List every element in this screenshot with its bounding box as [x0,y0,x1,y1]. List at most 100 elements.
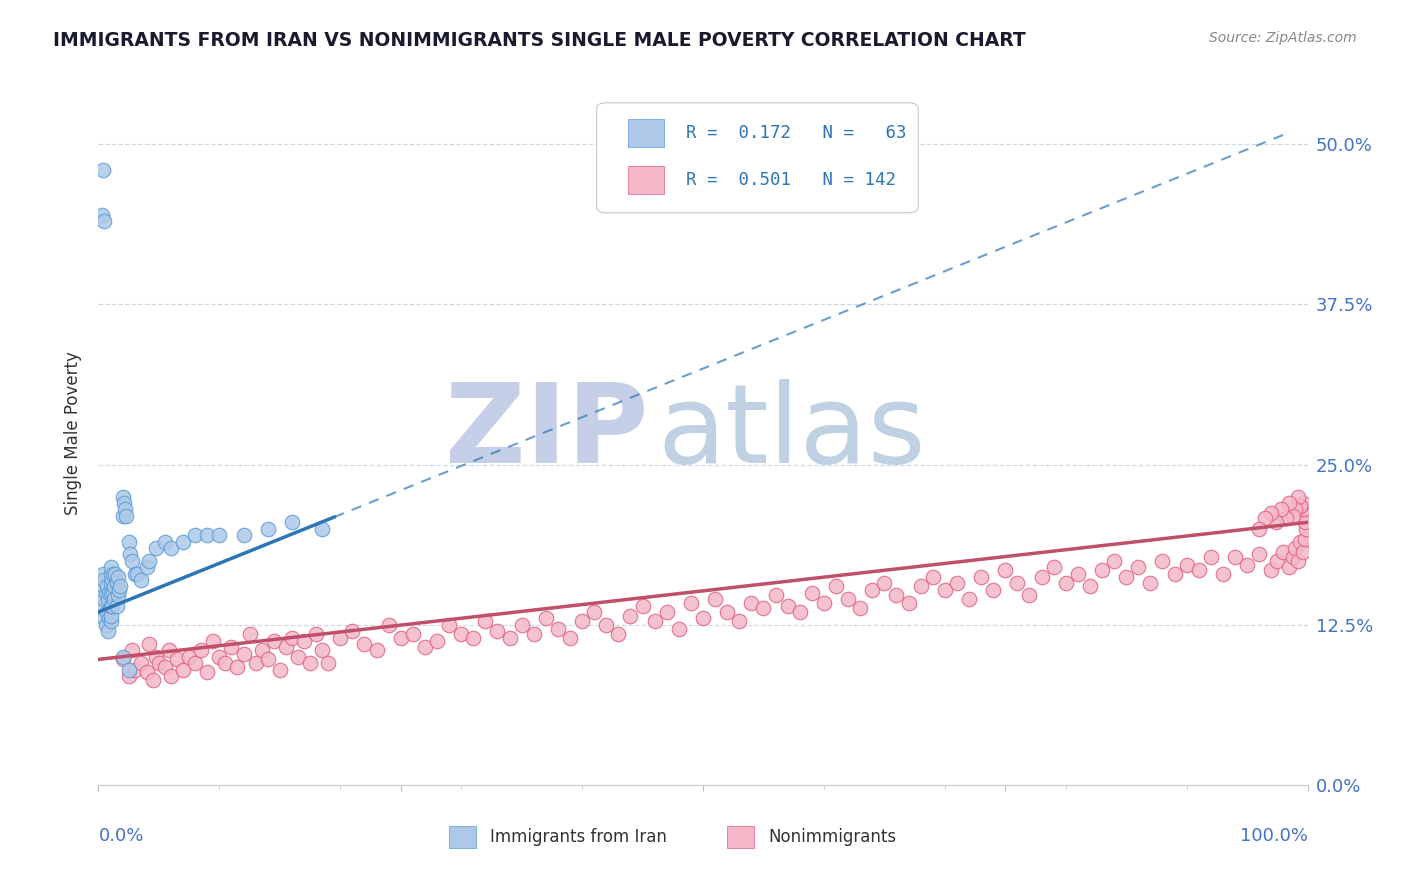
Point [281,516,304,530]
Point [413,640,436,654]
Point [239,627,262,641]
Bar [727,826,754,848]
Point [316,657,339,671]
Point [245,657,267,671]
Point [910,579,932,593]
Point [1260,506,1282,520]
Point [91,566,114,581]
Point [135,665,157,680]
Point [873,575,896,590]
FancyBboxPatch shape [596,103,918,213]
Point [104,566,127,581]
Point [377,617,399,632]
Point [1282,508,1305,523]
Point [96,605,118,619]
Point [1212,566,1234,581]
Point [776,599,799,613]
Point [269,663,291,677]
Point [101,566,124,581]
Point [1163,566,1185,581]
Point [100,608,122,623]
Point [631,599,654,613]
Point [534,611,557,625]
Point [129,657,152,671]
Point [118,663,141,677]
Point [765,588,787,602]
Point [1091,563,1114,577]
Point [329,631,352,645]
Point [138,554,160,568]
Point [98,586,121,600]
Point [1265,516,1288,530]
Point [1067,566,1090,581]
Point [800,586,823,600]
Point [1284,502,1306,516]
Point [153,660,176,674]
Point [221,640,243,654]
Text: 100.0%: 100.0% [1240,827,1308,846]
Point [957,592,980,607]
Point [121,643,143,657]
Point [103,579,125,593]
Bar [628,119,664,147]
Point [91,579,114,593]
Text: IMMIGRANTS FROM IRAN VS NONIMMIGRANTS SINGLE MALE POVERTY CORRELATION CHART: IMMIGRANTS FROM IRAN VS NONIMMIGRANTS SI… [53,31,1026,50]
Point [311,643,333,657]
Point [232,647,254,661]
Point [184,657,207,671]
Point [1286,554,1309,568]
Text: ZIP: ZIP [446,379,648,486]
Point [1199,549,1222,564]
Point [849,601,872,615]
Point [825,579,848,593]
Point [644,614,666,628]
Point [97,592,120,607]
Point [1249,522,1271,536]
Point [1188,563,1211,577]
Point [96,579,118,593]
Point [692,611,714,625]
Point [107,570,129,584]
Text: Source: ZipAtlas.com: Source: ZipAtlas.com [1209,31,1357,45]
Point [101,586,124,600]
Point [100,560,122,574]
Point [281,631,304,645]
Point [108,583,131,598]
Point [607,627,630,641]
Point [138,637,160,651]
Point [1102,554,1125,568]
Point [148,657,170,671]
Point [1007,575,1029,590]
Point [474,614,496,628]
Point [129,573,152,587]
Point [232,528,254,542]
Text: R =  0.501   N = 142: R = 0.501 N = 142 [686,171,896,189]
Point [195,665,218,680]
Point [100,599,122,613]
Point [274,640,297,654]
Point [1289,534,1312,549]
Point [208,649,231,664]
Point [94,617,117,632]
Point [91,163,114,178]
Point [98,611,121,625]
Point [1236,558,1258,572]
Point [1152,554,1174,568]
Point [114,502,136,516]
Bar [449,826,475,848]
Point [595,617,617,632]
Point [142,673,165,687]
Bar [628,166,664,194]
Point [287,649,309,664]
Point [353,637,375,651]
Point [118,547,141,561]
Point [1267,554,1289,568]
Point [1289,499,1312,513]
Point [752,601,775,615]
Point [166,652,188,666]
Text: 0.0%: 0.0% [98,827,143,846]
Point [256,522,278,536]
Point [437,617,460,632]
Point [100,586,122,600]
Point [728,614,751,628]
